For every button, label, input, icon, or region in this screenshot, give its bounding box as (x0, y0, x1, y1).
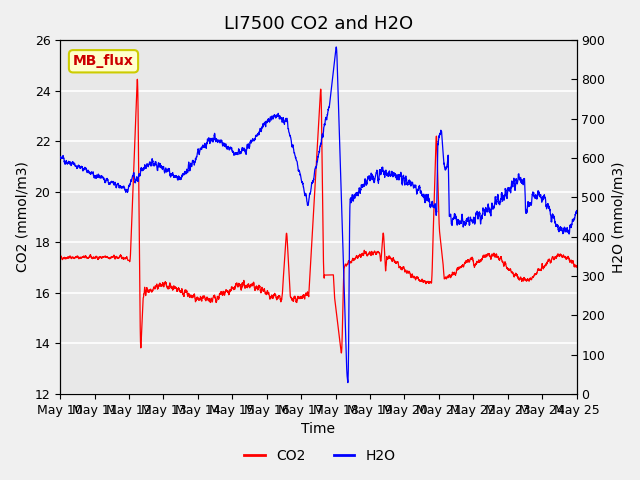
Text: MB_flux: MB_flux (73, 54, 134, 68)
Title: LI7500 CO2 and H2O: LI7500 CO2 and H2O (224, 15, 413, 33)
Y-axis label: CO2 (mmol/m3): CO2 (mmol/m3) (15, 162, 29, 273)
Y-axis label: H2O (mmol/m3): H2O (mmol/m3) (611, 161, 625, 273)
Legend: CO2, H2O: CO2, H2O (239, 443, 401, 468)
X-axis label: Time: Time (301, 422, 335, 436)
